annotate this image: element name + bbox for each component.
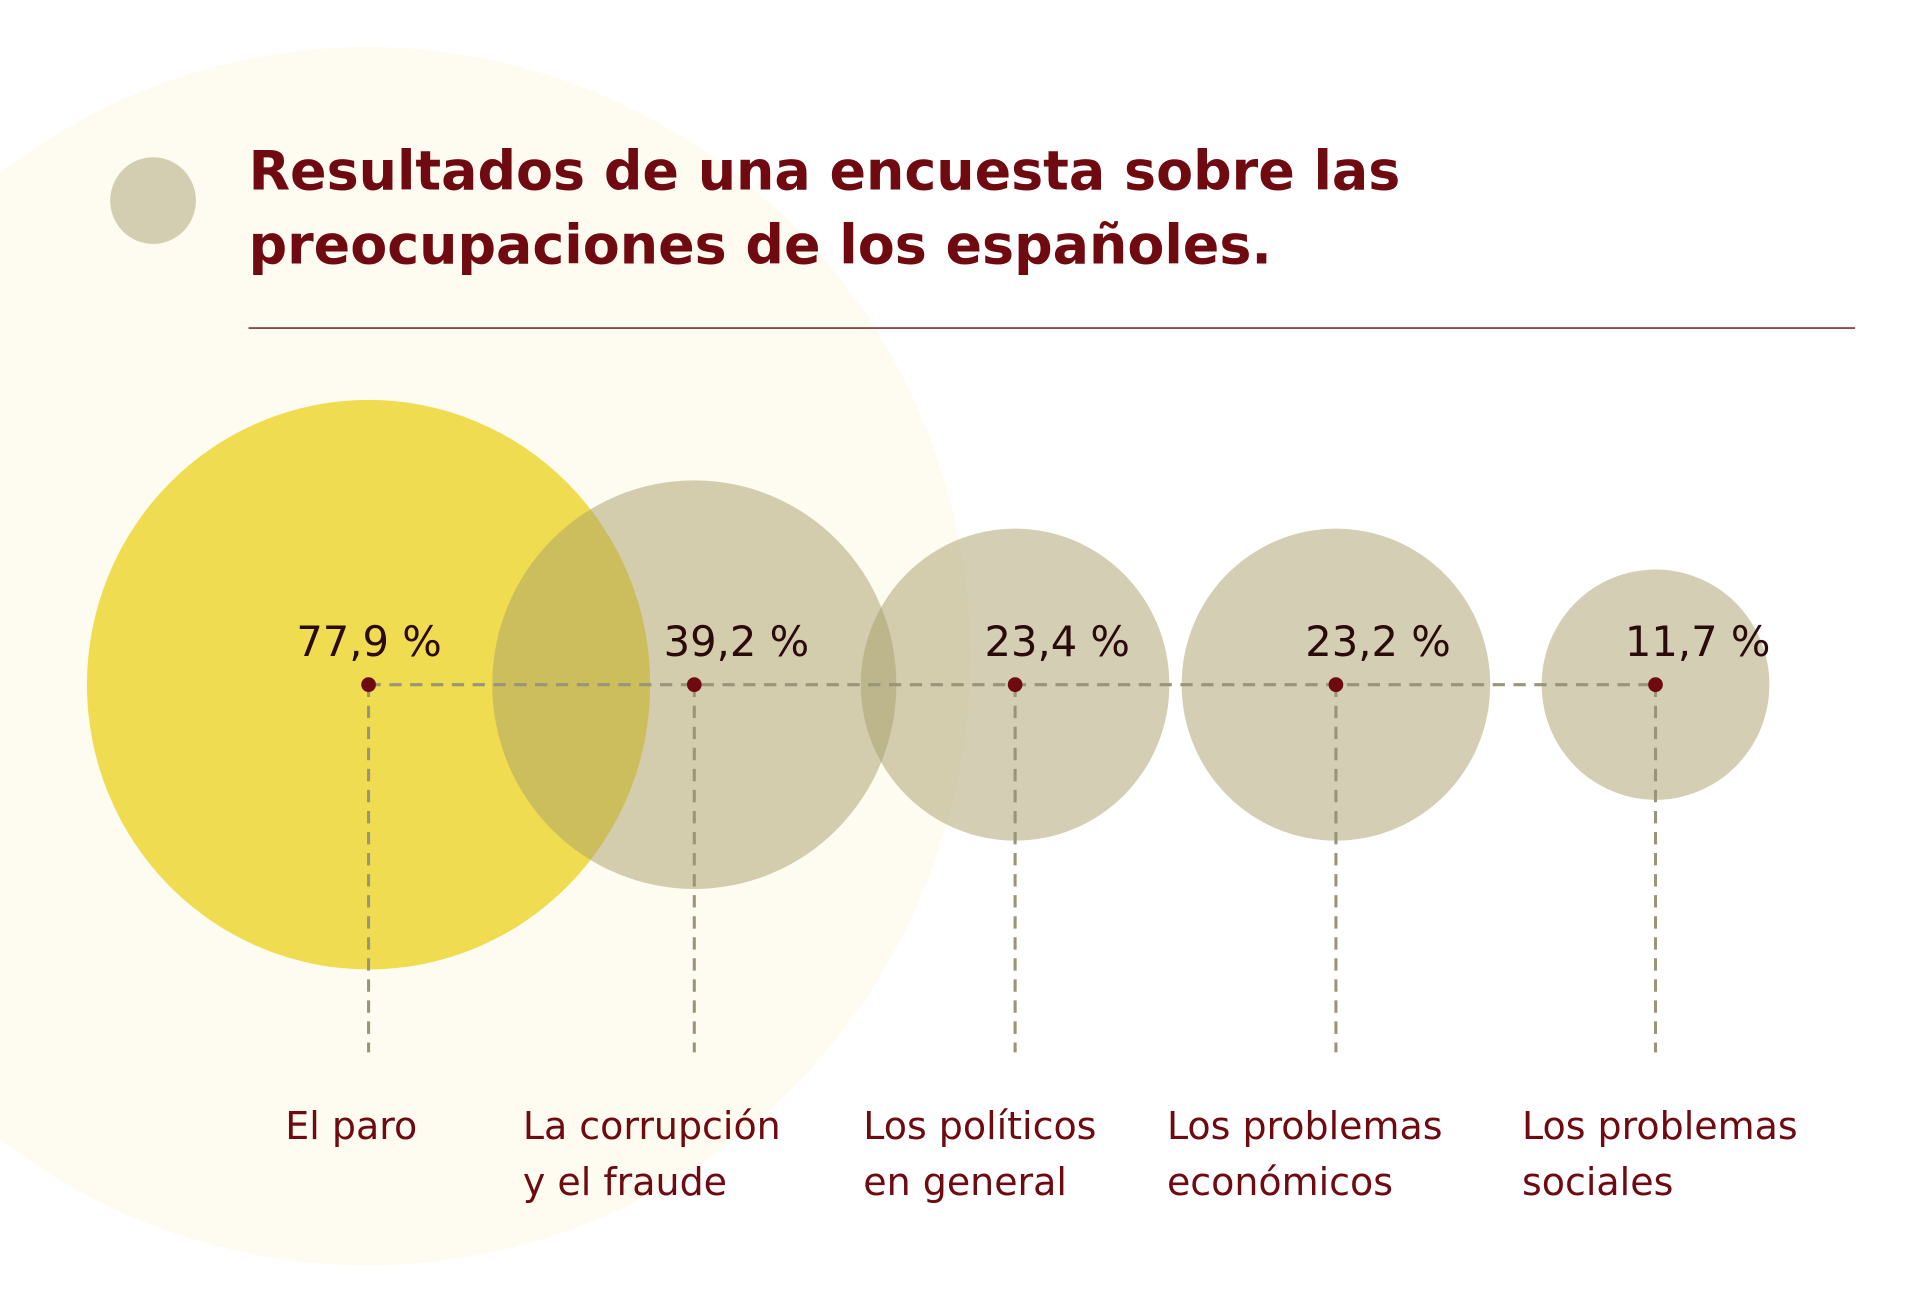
category-label-1-0: La corrupción	[523, 1105, 781, 1149]
category-label-4-1: sociales	[1522, 1161, 1673, 1205]
category-label-0-0: El paro	[285, 1105, 417, 1149]
data-point-1	[686, 677, 702, 693]
category-label-4-0: Los problemas	[1522, 1105, 1798, 1149]
category-label-2-0: Los políticos	[863, 1105, 1096, 1149]
value-label-3: 23,2 %	[1305, 617, 1450, 666]
title-bullet-icon	[110, 157, 196, 244]
category-label-2-1: en general	[863, 1161, 1067, 1205]
category-label-1-1: y el fraude	[523, 1161, 727, 1205]
value-label-1: 39,2 %	[664, 617, 809, 666]
category-label-3-0: Los problemas	[1167, 1105, 1443, 1149]
value-label-0: 77,9 %	[296, 617, 441, 666]
value-label-2: 23,4 %	[984, 617, 1129, 666]
data-point-0	[361, 677, 376, 693]
category-label-3-1: económicos	[1167, 1161, 1393, 1205]
data-point-4	[1648, 677, 1663, 693]
title-line-1: Resultados de una encuesta sobre las	[249, 139, 1401, 202]
data-point-2	[1007, 677, 1023, 693]
title-line-2: preocupaciones de los españoles.	[249, 213, 1272, 276]
value-label-4: 11,7 %	[1625, 617, 1770, 666]
data-point-3	[1328, 677, 1344, 693]
